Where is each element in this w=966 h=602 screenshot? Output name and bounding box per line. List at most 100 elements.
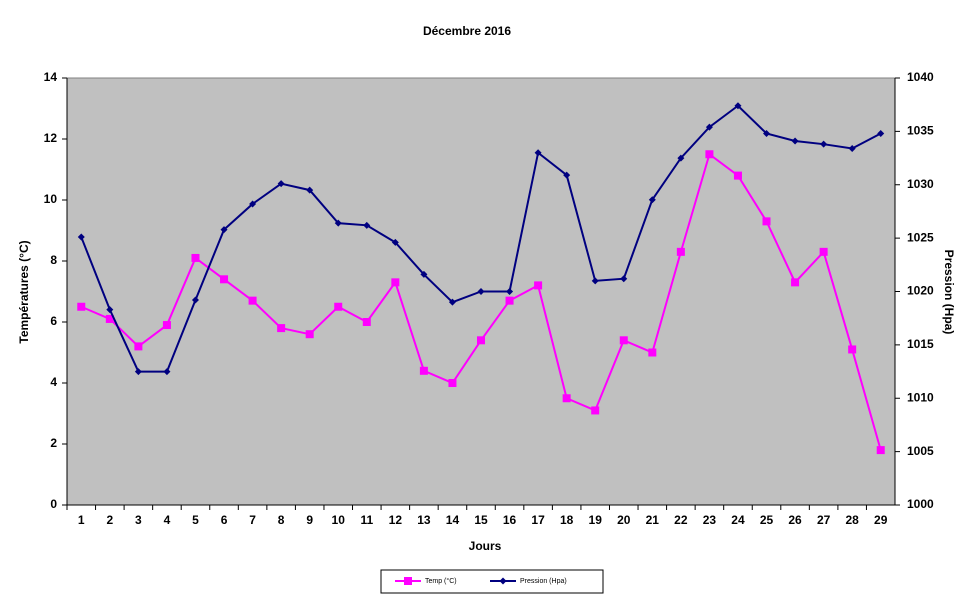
y2-tick-label: 1000	[907, 497, 934, 511]
marker	[676, 247, 685, 256]
x-tick-label: 12	[389, 513, 403, 527]
y2-tick-label: 1025	[907, 230, 934, 244]
marker	[477, 288, 485, 295]
x-tick-label: 8	[278, 513, 285, 527]
marker	[848, 345, 857, 354]
marker	[334, 302, 343, 311]
x-tick-label: 14	[446, 513, 460, 527]
marker	[506, 288, 514, 295]
marker	[162, 321, 171, 330]
marker	[820, 140, 828, 148]
x-tick-label: 28	[845, 513, 859, 527]
marker	[819, 247, 828, 256]
x-tick-label: 4	[164, 513, 171, 527]
marker	[77, 233, 85, 241]
marker	[249, 200, 257, 208]
marker	[363, 221, 371, 229]
x-tick-label: 10	[332, 513, 346, 527]
y2-tick-label: 1010	[907, 390, 934, 404]
marker	[563, 171, 571, 179]
marker	[734, 102, 742, 110]
x-tick-label: 24	[731, 513, 745, 527]
marker	[733, 171, 742, 180]
y2-tick-label: 1020	[907, 284, 934, 298]
x-tick-label: 13	[417, 513, 431, 527]
marker	[77, 302, 86, 311]
x-tick-label: 6	[221, 513, 228, 527]
marker	[106, 306, 114, 314]
marker	[448, 298, 456, 306]
marker	[499, 577, 507, 585]
x-tick-label: 21	[646, 513, 660, 527]
x-tick-label: 15	[474, 513, 488, 527]
x-tick-label: 23	[703, 513, 717, 527]
marker	[591, 277, 599, 285]
marker	[391, 238, 399, 246]
marker	[419, 366, 428, 375]
legend-label: Temp (°C)	[425, 577, 457, 585]
y-tick-label: 12	[44, 131, 58, 145]
marker	[448, 379, 457, 387]
marker	[562, 394, 571, 403]
marker	[248, 296, 257, 305]
y2-tick-label: 1015	[907, 337, 934, 351]
marker	[362, 318, 371, 326]
y2-tick-label: 1040	[907, 70, 934, 84]
x-tick-label: 9	[306, 513, 313, 527]
y2-tick-label: 1030	[907, 177, 934, 191]
marker	[305, 330, 314, 339]
x-tick-label: 27	[817, 513, 831, 527]
y-tick-label: 14	[44, 70, 58, 84]
marker	[277, 180, 285, 188]
x-tick-label: 17	[531, 513, 545, 527]
marker	[220, 226, 228, 234]
marker	[877, 130, 885, 138]
marker	[391, 278, 400, 287]
marker	[191, 296, 199, 304]
legend-label: Pression (Hpa)	[520, 578, 567, 585]
x-tick-label: 2	[106, 513, 113, 527]
marker	[648, 348, 657, 357]
marker	[705, 123, 713, 131]
marker	[191, 253, 200, 262]
x-tick-label: 20	[617, 513, 631, 527]
x-tick-label: 3	[135, 513, 142, 527]
marker	[620, 275, 628, 283]
y-tick-label: 8	[50, 253, 57, 267]
marker	[420, 270, 428, 278]
marker	[220, 275, 229, 284]
marker	[791, 137, 799, 145]
marker	[677, 154, 685, 162]
marker	[404, 577, 412, 585]
y-tick-label: 6	[50, 314, 57, 328]
marker	[306, 186, 314, 194]
y-tick-label: 0	[50, 497, 57, 511]
marker	[591, 406, 600, 415]
y2-axis-label: Pression (Hpa)	[942, 250, 956, 335]
x-tick-label: 7	[249, 513, 256, 527]
marker	[534, 281, 543, 290]
marker	[277, 324, 286, 333]
marker	[876, 446, 885, 455]
x-tick-label: 25	[760, 513, 774, 527]
chart-title: Décembre 2016	[423, 24, 511, 38]
marker	[534, 149, 542, 157]
x-tick-label: 19	[589, 513, 603, 527]
marker	[134, 342, 143, 351]
x-tick-label: 22	[674, 513, 688, 527]
x-tick-label: 26	[788, 513, 802, 527]
marker	[705, 150, 714, 159]
y2-tick-label: 1035	[907, 124, 934, 138]
x-axis-label: Jours	[469, 539, 502, 553]
y-tick-label: 10	[44, 192, 58, 206]
marker	[763, 130, 771, 138]
x-tick-label: 18	[560, 513, 574, 527]
marker	[619, 336, 628, 345]
marker	[762, 217, 771, 226]
x-tick-label: 16	[503, 513, 517, 527]
y2-tick-label: 1005	[907, 444, 934, 458]
x-tick-label: 1	[78, 513, 85, 527]
y-axis-label: Températures (°C)	[17, 240, 31, 343]
marker	[648, 196, 656, 204]
